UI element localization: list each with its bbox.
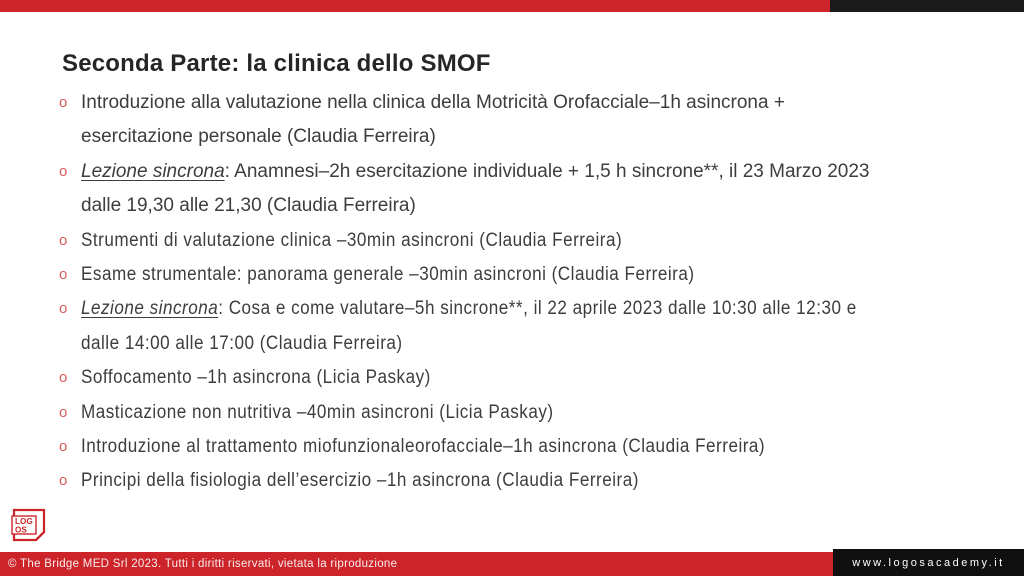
list-item: o Masticazione non nutritiva –40min asinc… (59, 396, 1009, 430)
plain-text: Masticazione non nutritiva –40min asincr… (81, 401, 554, 423)
bullet-marker: o (59, 472, 68, 490)
list-item-text: Soffocamento –1h asincrona (Licia Paskay… (81, 361, 1009, 395)
list-item: o Esame strumentale: panorama generale –3… (59, 258, 1009, 292)
plain-text: Strumenti di valutazione clinica –30min … (81, 229, 623, 251)
list-item-line: esercitazione personale (Claudia Ferreir… (81, 120, 1009, 154)
logo-text-box (11, 515, 37, 535)
bullet-marker: o (59, 162, 68, 180)
list-item: o Strumenti di valutazione clinica –30min… (59, 224, 1009, 258)
list-item-text: Lezione sincrona: Anamnesi–2h esercitazi… (81, 155, 1009, 224)
list-item-line: Strumenti di valutazione clinica –30min … (81, 224, 1009, 258)
logo-corner-cut (35, 531, 45, 541)
list-item-text: Masticazione non nutritiva –40min asincr… (81, 396, 1009, 430)
plain-text: Soffocamento –1h asincrona (Licia Paskay… (81, 367, 431, 389)
emphasized-phrase: Lezione sincrona (81, 298, 219, 320)
top-accent-bar (0, 0, 1024, 12)
plain-text: : Anamnesi–2h esercitazione individuale … (224, 160, 870, 182)
top-bar-black-segment (830, 0, 1024, 12)
list-item-line: Principi della fisiologia dell’esercizio… (81, 464, 1009, 498)
list-item-text: Esame strumentale: panorama generale –30… (81, 258, 1009, 292)
plain-text: Esame strumentale: panorama generale –30… (81, 263, 695, 285)
list-item-line: Soffocamento –1h asincrona (Licia Paskay… (81, 361, 1009, 395)
plain-text: dalle 14:00 alle 17:00 (Claudia Ferreira… (81, 332, 403, 354)
logo-text-line1: LOG (15, 517, 33, 526)
copyright-text: © The Bridge MED Srl 2023. Tutti i dirit… (8, 558, 398, 570)
bullet-marker: o (59, 437, 68, 455)
footer-bar: © The Bridge MED Srl 2023. Tutti i dirit… (0, 552, 833, 576)
plain-text: Introduzione alla valutazione nella clin… (81, 92, 785, 113)
website-url: www.logosacademy.it (852, 556, 1005, 569)
page-title: Seconda Parte: la clinica dello SMOF (62, 50, 491, 77)
plain-text: Introduzione al trattamento miofunzional… (81, 435, 766, 457)
logo-text-line2: OS (15, 526, 27, 535)
plain-text: Principi della fisiologia dell’esercizio… (81, 470, 639, 492)
website-box: www.logosacademy.it (833, 549, 1024, 576)
list-item: o Soffocamento –1h asincrona (Licia Paska… (59, 361, 1009, 395)
list-item-line: Esame strumentale: panorama generale –30… (81, 258, 1009, 292)
plain-text: esercitazione personale (Claudia Ferreir… (81, 126, 436, 148)
top-bar-red-segment (0, 0, 830, 12)
plain-text: dalle 19,30 alle 21,30 (Claudia Ferreira… (81, 195, 416, 217)
list-item-line: Masticazione non nutritiva –40min asincr… (81, 396, 1009, 430)
bullet-marker: o (59, 300, 68, 318)
list-item-line: Lezione sincrona: Anamnesi–2h esercitazi… (81, 155, 1009, 189)
list-item-text: Principi della fisiologia dell’esercizio… (81, 464, 1009, 498)
bullet-list: o Introduzione alla valutazione nella cli… (59, 86, 1009, 499)
list-item-line: dalle 14:00 alle 17:00 (Claudia Ferreira… (81, 327, 1009, 361)
list-item: o Principi della fisiologia dell’esercizi… (59, 464, 1009, 498)
emphasized-phrase: Lezione sincrona (81, 160, 225, 182)
logos-academy-logo: LOG OS (11, 508, 46, 542)
list-item: o Introduzione al trattamento miofunziona… (59, 430, 1009, 464)
plain-text: : Cosa e come valutare–5h sincrone**, il… (218, 298, 857, 320)
list-item: o Lezione sincrona: Anamnesi–2h esercitaz… (59, 155, 1009, 224)
bullet-marker: o (59, 403, 68, 421)
list-item-line: Introduzione alla valutazione nella clin… (81, 86, 1009, 120)
list-item: o Lezione sincrona: Cosa e come valutare–… (59, 292, 1009, 361)
list-item-text: Introduzione alla valutazione nella clin… (81, 86, 1009, 155)
list-item: o Introduzione alla valutazione nella cli… (59, 86, 1009, 155)
list-item-line: Lezione sincrona: Cosa e come valutare–5… (81, 292, 1009, 326)
bullet-marker: o (59, 94, 68, 111)
list-item-line: dalle 19,30 alle 21,30 (Claudia Ferreira… (81, 189, 1009, 223)
bullet-marker: o (59, 231, 68, 249)
list-item-line: Introduzione al trattamento miofunzional… (81, 430, 1009, 464)
list-item-text: Strumenti di valutazione clinica –30min … (81, 224, 1009, 258)
bullet-marker: o (59, 369, 68, 387)
list-item-text: Lezione sincrona: Cosa e come valutare–5… (81, 292, 1009, 361)
bullet-marker: o (59, 265, 68, 283)
list-item-text: Introduzione al trattamento miofunzional… (81, 430, 1009, 464)
